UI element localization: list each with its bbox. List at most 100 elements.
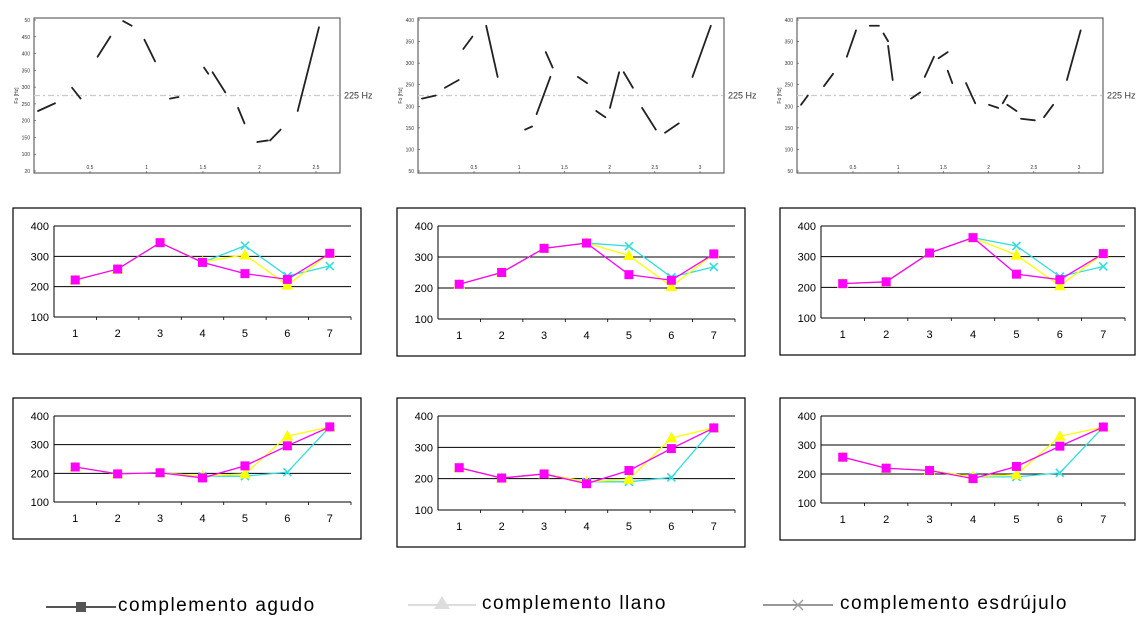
f0-contour-segment xyxy=(535,76,552,115)
point-agudo xyxy=(282,274,292,284)
x-tick-label: 6 xyxy=(284,513,290,525)
x-tick-label: 6 xyxy=(284,328,290,340)
y-tick-label: 300 xyxy=(415,252,433,264)
f0-contour-segment xyxy=(595,110,607,119)
x-tick-label: 3 xyxy=(157,328,163,340)
point-esdrujulo xyxy=(624,241,634,251)
contour-ytick-label: 300 xyxy=(406,61,415,67)
f0-contour-segment xyxy=(203,66,210,75)
point-agudo xyxy=(666,275,676,285)
point-agudo xyxy=(325,248,335,258)
point-agudo xyxy=(240,269,250,279)
contour-xtick-label: 2 xyxy=(608,165,611,171)
y-tick-label: 200 xyxy=(798,282,816,294)
x-tick-label: 6 xyxy=(1057,329,1063,341)
x-tick-label: 1 xyxy=(72,328,78,340)
f0-contour-segment xyxy=(462,35,474,50)
contour-ytick-label: 200 xyxy=(785,104,794,110)
chart-frame xyxy=(396,207,746,357)
point-agudo xyxy=(454,463,464,473)
x-tick-label: 3 xyxy=(927,514,933,526)
f0-contour-segment xyxy=(143,38,156,63)
legend-label-esdrujulo: complemento esdrújulo xyxy=(840,593,1068,614)
f0-contour-segment xyxy=(882,32,890,43)
contour-xtick-label: 1.5 xyxy=(561,165,568,171)
x-tick-label: 6 xyxy=(668,521,674,533)
point-llano xyxy=(239,248,251,260)
point-agudo xyxy=(539,469,549,479)
y-tick-label: 400 xyxy=(798,411,816,423)
y-tick-label: 100 xyxy=(798,498,816,510)
contour-xtick-label: 1.5 xyxy=(940,165,947,171)
y-tick-label: 400 xyxy=(31,221,49,233)
contour-xtick-label: 3 xyxy=(1078,165,1081,171)
point-llano xyxy=(623,473,635,484)
f0-contour-segment xyxy=(444,79,460,89)
y-tick-label: 200 xyxy=(415,283,433,295)
x-tick-label: 5 xyxy=(1013,514,1019,526)
point-llano xyxy=(665,431,678,443)
f0-contour-segment xyxy=(237,107,246,125)
y-tick-label: 200 xyxy=(798,469,816,481)
contour-xtick-label: 1 xyxy=(145,165,148,171)
x-tick-label: 1 xyxy=(840,329,846,341)
x-tick-label: 5 xyxy=(242,513,248,525)
y-tick-label: 400 xyxy=(415,221,433,233)
f0-contour-segment xyxy=(988,103,1000,109)
contour-xtick-label: 3 xyxy=(699,165,702,171)
reference-line-label: 225 Hz xyxy=(1107,91,1136,101)
x-tick-label: 3 xyxy=(541,330,547,342)
f0-contour-segment xyxy=(1020,117,1036,122)
line-chart-5: 100 200 300 400 1 2 3 4 5 6 7 xyxy=(396,397,746,548)
point-agudo xyxy=(70,462,80,472)
f0-contour-segment xyxy=(965,82,977,105)
contour-xtick-label: 1.5 xyxy=(200,165,207,171)
y-tick-label: 100 xyxy=(31,312,49,324)
x-tick-label: 3 xyxy=(541,521,547,533)
legend-marker-esdrujulo xyxy=(792,599,804,611)
legend-markers xyxy=(46,596,833,612)
legend-label-llano: complemento llano xyxy=(482,593,667,614)
contour-ylabel: Fo [Hz] xyxy=(14,87,20,104)
point-esdrujulo xyxy=(325,261,335,271)
contour-ytick-label: 400 xyxy=(406,18,415,24)
f0-contour-segment xyxy=(1043,103,1055,119)
f0-contour-segment xyxy=(421,94,437,100)
x-tick-label: 2 xyxy=(499,521,505,533)
y-tick-label: 400 xyxy=(415,411,433,423)
point-agudo xyxy=(709,423,719,433)
contour-ytick-label: 200 xyxy=(406,104,415,110)
f0-contour-segment xyxy=(524,125,533,131)
point-agudo xyxy=(1011,269,1021,279)
point-agudo xyxy=(113,264,123,274)
point-agudo xyxy=(70,275,80,285)
contour-ylabel: Fo [Hz] xyxy=(777,87,783,104)
f0-contour-segment xyxy=(37,102,56,112)
point-agudo xyxy=(968,474,978,484)
chart-frame xyxy=(779,397,1136,541)
contour-xtick-label: 2.5 xyxy=(1030,165,1037,171)
contour-ytick-label: 350 xyxy=(22,68,31,74)
x-tick-label: 2 xyxy=(883,329,889,341)
x-tick-label: 4 xyxy=(970,329,976,341)
f0-contour-segment xyxy=(691,24,712,78)
contour-xtick-label: 1 xyxy=(518,165,521,171)
contour-panel-3: 400 350 300 250 200 150 100 50 Fo [Hz] 0.5 1 1.5 2 2.… xyxy=(777,17,1136,175)
point-llano xyxy=(281,279,294,290)
x-tick-label: 4 xyxy=(970,514,976,526)
contour-ytick-label: 50 xyxy=(24,18,30,24)
point-llano xyxy=(281,430,294,441)
contour-ytick-label: 250 xyxy=(406,83,415,89)
f0-contour-segment xyxy=(485,24,499,78)
point-agudo xyxy=(240,461,250,471)
contour-ytick-label: 100 xyxy=(22,152,31,158)
y-tick-label: 300 xyxy=(798,440,816,452)
reference-line-label: 225 Hz xyxy=(728,91,757,101)
point-esdrujulo xyxy=(666,472,676,482)
x-tick-label: 7 xyxy=(1100,329,1106,341)
x-tick-label: 7 xyxy=(1100,514,1106,526)
point-esdrujulo xyxy=(709,262,719,272)
point-esdrujulo xyxy=(282,467,292,477)
contour-xtick-label: 2 xyxy=(987,165,990,171)
contour-xtick-label: 2 xyxy=(258,165,261,171)
